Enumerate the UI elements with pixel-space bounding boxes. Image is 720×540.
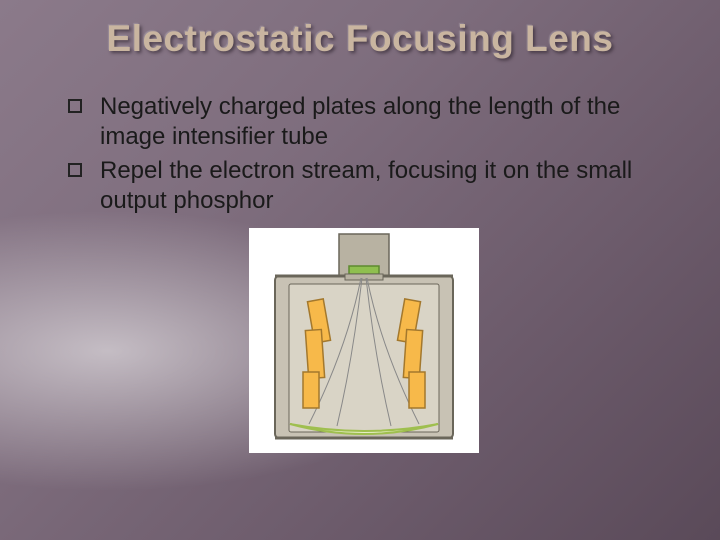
diagram-container <box>68 228 660 453</box>
slide-content: Negatively charged plates along the leng… <box>40 92 680 453</box>
bullet-marker-icon <box>68 99 82 113</box>
bullet-text: Negatively charged plates along the leng… <box>100 92 660 152</box>
slide-title: Electrostatic Focusing Lens <box>40 18 680 60</box>
bullet-text: Repel the electron stream, focusing it o… <box>100 156 660 216</box>
bullet-item: Negatively charged plates along the leng… <box>68 92 660 152</box>
intensifier-diagram <box>249 228 479 453</box>
slide: Electrostatic Focusing Lens Negatively c… <box>0 0 720 540</box>
bullet-marker-icon <box>68 163 82 177</box>
bullet-item: Repel the electron stream, focusing it o… <box>68 156 660 216</box>
